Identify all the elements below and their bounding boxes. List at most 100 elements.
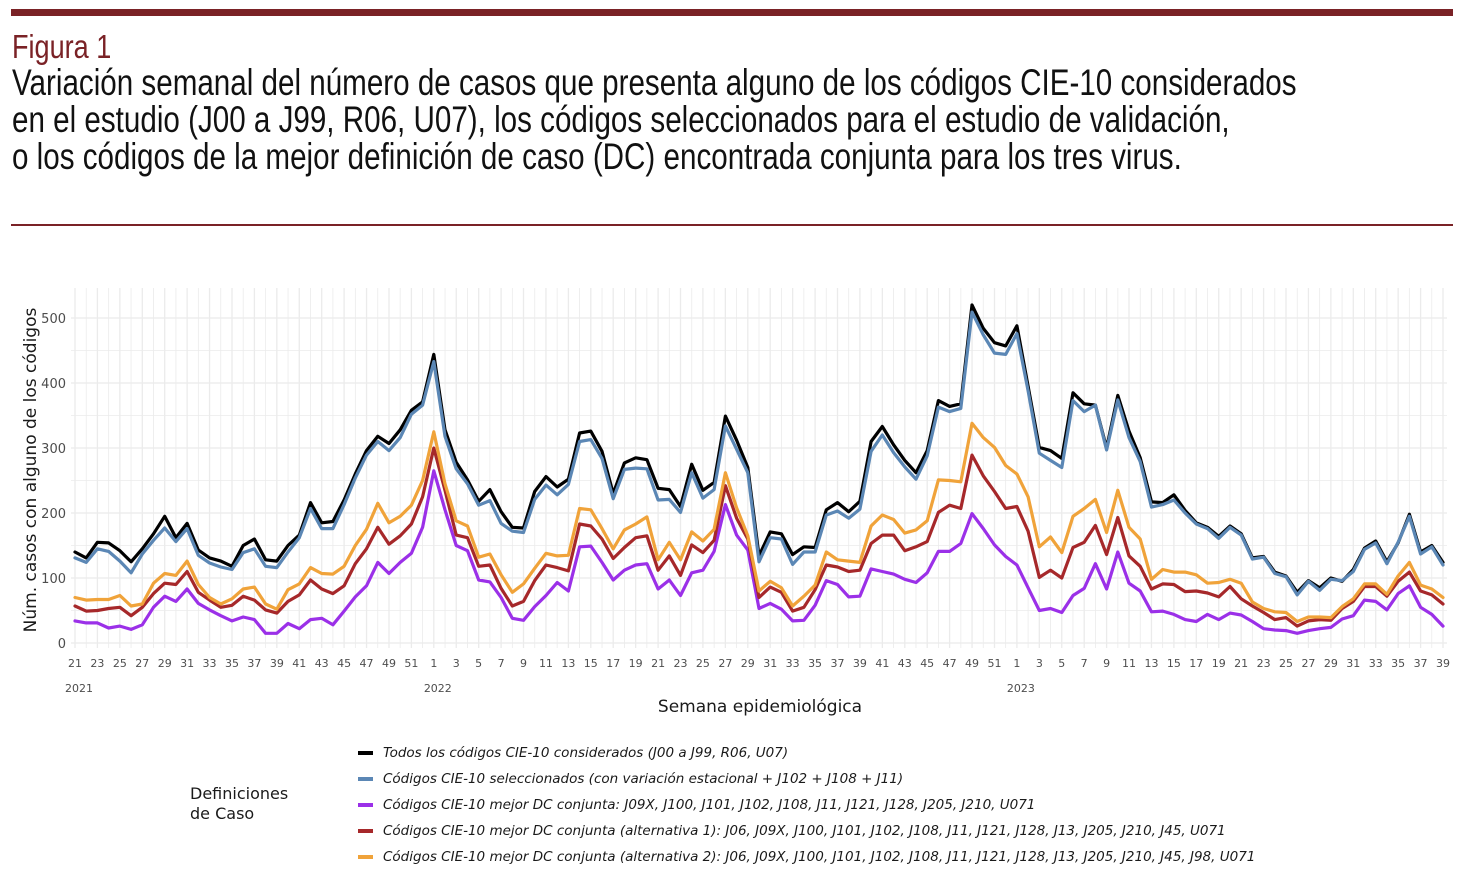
x-tick-label: 29 bbox=[741, 657, 755, 670]
series-line-3 bbox=[73, 469, 1445, 635]
legend-label: Todos los códigos CIE-10 considerados (J… bbox=[383, 745, 789, 761]
y-tick-label: 200 bbox=[41, 507, 66, 522]
series-line-4 bbox=[73, 446, 1445, 628]
figure-title-line: en el estudio (J00 a J99, R06, U07), los… bbox=[12, 99, 1230, 140]
y-tick-label: 400 bbox=[41, 377, 66, 392]
x-tick-label: 31 bbox=[1346, 657, 1360, 670]
y-tick-label: 300 bbox=[41, 442, 66, 457]
x-tick-label: 33 bbox=[786, 657, 800, 670]
legend-key-swatch bbox=[358, 777, 373, 781]
legend-title: Definiciones de Caso bbox=[190, 784, 288, 824]
y-tick-label: 500 bbox=[41, 312, 66, 327]
x-tick-label: 39 bbox=[1436, 657, 1450, 670]
x-tick-label: 13 bbox=[1144, 657, 1158, 670]
x-tick-label: 43 bbox=[315, 657, 329, 670]
figure-label: Figura 1 bbox=[12, 28, 112, 65]
x-tick-label: 35 bbox=[808, 657, 822, 670]
y-axis: 0 100 200 300 400 500 bbox=[41, 312, 66, 652]
x-tick-label: 15 bbox=[1167, 657, 1181, 670]
legend-label: Códigos CIE-10 seleccionados (con variac… bbox=[383, 771, 904, 787]
x-tick-label: 13 bbox=[561, 657, 575, 670]
y-axis-title: Núm. casos con alguno de los códigos bbox=[21, 308, 41, 633]
x-tick-label: 29 bbox=[158, 657, 172, 670]
series-line-2 bbox=[73, 310, 1445, 597]
x-tick-label: 49 bbox=[965, 657, 979, 670]
x-tick-label: 47 bbox=[360, 657, 374, 670]
x-tick-label: 25 bbox=[1279, 657, 1293, 670]
title-rule bbox=[11, 224, 1453, 226]
x-tick-label: 43 bbox=[898, 657, 912, 670]
x-tick-label: 1 bbox=[1013, 657, 1020, 670]
x-tick-label: 5 bbox=[475, 657, 482, 670]
x-tick-label: 37 bbox=[247, 657, 261, 670]
figure-title-line: o los códigos de la mejor definición de … bbox=[12, 136, 1182, 177]
figure-title-line: Variación semanal del número de casos qu… bbox=[12, 62, 1297, 103]
x-tick-label: 49 bbox=[382, 657, 396, 670]
legend-title-line: de Caso bbox=[190, 804, 255, 823]
x-tick-label: 41 bbox=[292, 657, 306, 670]
legend-item: Códigos CIE-10 mejor DC conjunta: J09X, … bbox=[358, 792, 1255, 818]
x-tick-label: 35 bbox=[1391, 657, 1405, 670]
x-tick-label: 5 bbox=[1058, 657, 1065, 670]
x-tick-label: 3 bbox=[1036, 657, 1043, 670]
legend-label: Códigos CIE-10 mejor DC conjunta: J09X, … bbox=[383, 797, 1036, 813]
top-rule bbox=[11, 9, 1453, 16]
x-tick-label: 25 bbox=[696, 657, 710, 670]
x-tick-label: 7 bbox=[1081, 657, 1088, 670]
x-tick-label: 33 bbox=[203, 657, 217, 670]
legend-title-line: Definiciones bbox=[190, 784, 289, 803]
x-tick-label: 37 bbox=[1414, 657, 1428, 670]
x-tick-label: 47 bbox=[943, 657, 957, 670]
legend-label: Códigos CIE-10 mejor DC conjunta (altern… bbox=[383, 849, 1256, 865]
x-tick-label: 27 bbox=[718, 657, 732, 670]
legend-key-swatch bbox=[358, 855, 373, 859]
x-tick-label: 31 bbox=[763, 657, 777, 670]
legend-item: Códigos CIE-10 mejor DC conjunta (altern… bbox=[358, 844, 1255, 870]
legend-label: Códigos CIE-10 mejor DC conjunta (altern… bbox=[383, 823, 1226, 839]
x-tick-label: 1 bbox=[430, 657, 437, 670]
x-tick-label: 33 bbox=[1369, 657, 1383, 670]
legend-key-swatch bbox=[358, 803, 373, 807]
legend-item: Códigos CIE-10 mejor DC conjunta (altern… bbox=[358, 818, 1255, 844]
x-tick-label: 45 bbox=[337, 657, 351, 670]
x-tick-label: 17 bbox=[606, 657, 620, 670]
x-tick-label: 39 bbox=[270, 657, 284, 670]
x-axis: 21 23 25 27 29 31 33 35 37 39 41 43 45 47 49 51 1 3 5 7 9 11 1… bbox=[65, 657, 1450, 695]
legend-item: Códigos CIE-10 seleccionados (con variac… bbox=[358, 766, 1255, 792]
x-tick-label: 39 bbox=[853, 657, 867, 670]
x-tick-label: 51 bbox=[404, 657, 418, 670]
y-tick-label: 100 bbox=[41, 572, 66, 587]
x-tick-label: 21 bbox=[1234, 657, 1248, 670]
x-tick-label: 23 bbox=[1257, 657, 1271, 670]
series-lines bbox=[73, 303, 1445, 635]
x-tick-label: 11 bbox=[539, 657, 553, 670]
x-year-label: 2023 bbox=[1007, 682, 1035, 695]
legend-key-swatch bbox=[358, 751, 373, 755]
x-tick-label: 11 bbox=[1122, 657, 1136, 670]
x-tick-label: 27 bbox=[135, 657, 149, 670]
x-tick-label: 37 bbox=[830, 657, 844, 670]
series-line-5 bbox=[73, 421, 1445, 624]
x-tick-label: 19 bbox=[1212, 657, 1226, 670]
x-tick-label: 9 bbox=[1103, 657, 1110, 670]
x-tick-label: 19 bbox=[629, 657, 643, 670]
legend-key-swatch bbox=[358, 829, 373, 833]
x-tick-label: 45 bbox=[920, 657, 934, 670]
y-tick-label: 0 bbox=[58, 637, 66, 652]
x-tick-label: 23 bbox=[90, 657, 104, 670]
x-tick-label: 25 bbox=[113, 657, 127, 670]
x-axis-title: Semana epidemiológica bbox=[658, 697, 862, 717]
grid bbox=[71, 288, 1447, 648]
figure-title: Variación semanal del número de casos qu… bbox=[12, 64, 1297, 175]
x-tick-label: 35 bbox=[225, 657, 239, 670]
x-tick-label: 15 bbox=[584, 657, 598, 670]
legend-item: Todos los códigos CIE-10 considerados (J… bbox=[358, 740, 1255, 766]
x-tick-label: 51 bbox=[987, 657, 1001, 670]
x-tick-label: 21 bbox=[651, 657, 665, 670]
x-tick-label: 9 bbox=[520, 657, 527, 670]
x-tick-label: 7 bbox=[498, 657, 505, 670]
x-tick-label: 23 bbox=[674, 657, 688, 670]
x-tick-label: 41 bbox=[875, 657, 889, 670]
x-year-label: 2022 bbox=[424, 682, 452, 695]
